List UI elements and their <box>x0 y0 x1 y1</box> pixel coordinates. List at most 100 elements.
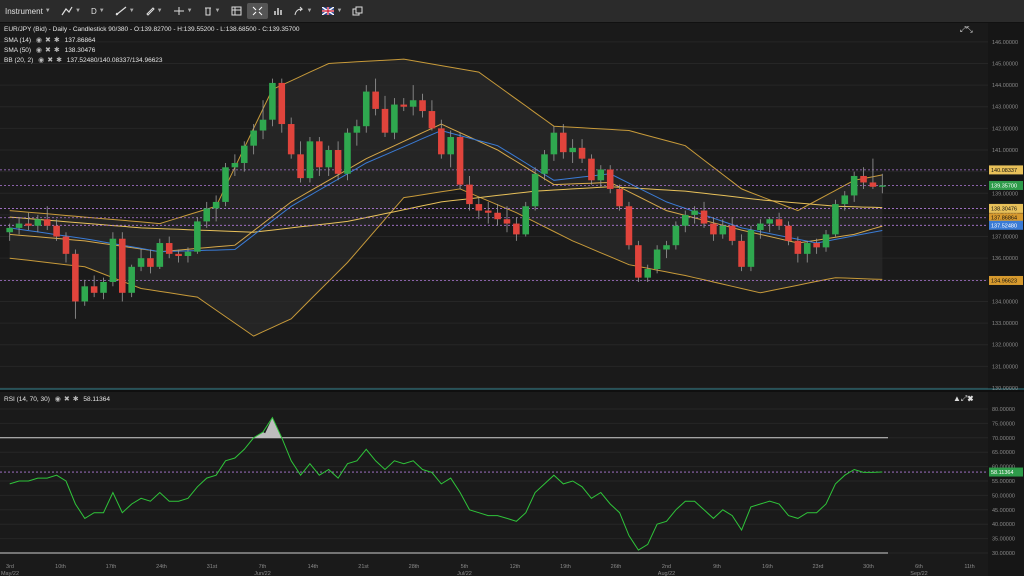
month-tick-label: May/22 <box>1 571 19 576</box>
close-icon[interactable]: ✖ <box>47 57 54 64</box>
candle-bearish <box>616 188 623 207</box>
date-tick-label: 28th <box>409 564 420 570</box>
layout-icon[interactable] <box>226 3 247 19</box>
candle-bullish <box>531 173 539 207</box>
bollinger-lower-line <box>9 188 883 337</box>
chart-canvas[interactable]: 146.00000 145.00000 144.00000 143.00000 142.… <box>0 23 1024 576</box>
date-tick-label: 30th <box>863 564 874 570</box>
candle-bullish <box>240 145 248 163</box>
candle-bullish <box>757 223 764 231</box>
settings-icon[interactable]: ✱ <box>72 396 79 403</box>
ohlc-readout: 90/380 - O:139.82700 - H:139.55200 - L:1… <box>108 26 300 33</box>
candle-bearish <box>175 253 182 257</box>
price-tick-label: 137.00000 <box>992 235 1018 241</box>
price-marker-label: 139.35700 <box>991 183 1017 189</box>
drawing-tools-icon[interactable]: ▼ <box>56 3 86 19</box>
rsi-tick-label: 65.00000 <box>992 450 1015 456</box>
price-marker <box>989 213 1023 223</box>
candle-bearish <box>625 206 633 246</box>
candle-bearish <box>513 223 520 235</box>
month-tick-label: Jul/22 <box>457 571 472 576</box>
rsi-marker-label: 58.11364 <box>991 470 1014 476</box>
sma50-legend: SMA (50) ◉ ✖ ✱ 138.30476 <box>4 47 96 54</box>
candle-bullish <box>803 243 811 254</box>
candle-bearish <box>147 258 154 267</box>
date-tick-label: 23rd <box>812 564 823 570</box>
candle-bullish <box>841 195 849 205</box>
popout-icon[interactable] <box>347 3 368 19</box>
crosshair-icon[interactable]: ▼ <box>168 3 198 19</box>
candle-bearish <box>494 212 501 220</box>
price-tick-label: 142.00000 <box>992 126 1018 132</box>
candle-bullish <box>719 225 727 235</box>
settings-icon[interactable]: ✱ <box>53 37 60 44</box>
eye-icon[interactable]: ◉ <box>35 37 43 44</box>
draw-line-icon[interactable]: ▼ <box>110 3 140 19</box>
rsi-tick-label: 45.00000 <box>992 508 1015 514</box>
close-icon[interactable]: ✖ <box>45 47 51 54</box>
candle-bearish <box>334 150 342 174</box>
candle-bearish <box>400 104 408 107</box>
chart-area[interactable]: 146.00000 145.00000 144.00000 143.00000 142.… <box>0 23 1024 576</box>
candle-bullish <box>522 206 530 235</box>
candle-bullish <box>541 154 548 174</box>
candle-bullish <box>691 210 698 215</box>
instrument-legend: EUR/JPY (Bid) - Daily - Candlestick 90/3… <box>4 26 299 33</box>
rsi-tick-label: 80.00000 <box>992 407 1015 413</box>
date-tick-label: 11th <box>964 564 974 570</box>
split-chart-icon[interactable] <box>246 3 268 19</box>
trash-icon[interactable]: ▼ <box>198 3 226 19</box>
date-tick-label: 14th <box>308 564 319 570</box>
pane-controls-icon[interactable]: ▲⤢✖ <box>953 394 974 403</box>
sma50-line <box>9 186 883 233</box>
date-tick-label: 24th <box>156 564 167 570</box>
instrument-selector[interactable]: Instrument ▼ <box>0 3 56 19</box>
flag-uk-icon[interactable]: ▼ <box>317 3 347 19</box>
rsi-tick-label: 70.00000 <box>992 436 1015 442</box>
pencil-icon[interactable]: ▼ <box>140 3 168 19</box>
date-tick-label: 19th <box>560 564 571 570</box>
toolbar: Instrument ▼ ▼ D ▼ ▼ ▼ ▼ ▼ ▼ ▼ <box>0 0 1024 23</box>
candle-bearish <box>165 243 173 254</box>
candle-bullish <box>137 258 145 267</box>
maximize-icon[interactable]: ⤢⤡ <box>960 25 973 34</box>
timeframe-label: D <box>90 6 97 16</box>
settings-icon[interactable]: ✱ <box>53 47 60 54</box>
share-icon[interactable]: ▼ <box>289 3 318 19</box>
candle-bearish <box>25 223 32 226</box>
candle-bearish <box>484 210 492 213</box>
eye-icon[interactable]: ◉ <box>54 396 61 403</box>
candle-bearish <box>119 238 126 293</box>
rsi-tick-label: 55.00000 <box>992 479 1015 485</box>
month-tick-label: Jun/22 <box>254 571 271 576</box>
eye-icon[interactable]: ◉ <box>38 57 45 64</box>
price-marker <box>989 180 1023 190</box>
close-icon[interactable]: ✖ <box>63 396 70 403</box>
candle-bullish <box>325 150 332 168</box>
settings-icon[interactable]: ✱ <box>56 57 62 64</box>
candle-bearish <box>588 158 595 181</box>
price-marker-label: 138.30476 <box>991 206 1017 212</box>
candle-bullish <box>663 245 670 250</box>
candle-bullish <box>447 137 454 155</box>
date-tick-label: 2nd <box>662 564 671 570</box>
eye-icon[interactable]: ◉ <box>35 47 43 54</box>
close-icon[interactable]: ✖ <box>45 37 51 44</box>
price-marker <box>989 165 1023 175</box>
price-tick-label: 141.00000 <box>992 148 1018 154</box>
candle-bullish <box>194 221 201 252</box>
bar-chart-icon[interactable] <box>268 3 289 19</box>
candle-bullish <box>156 243 164 267</box>
candle-bearish <box>578 147 586 159</box>
candle-bullish <box>81 286 89 302</box>
price-marker <box>989 275 1023 285</box>
candle-bearish <box>606 169 614 189</box>
price-marker-label: 137.52480 <box>991 223 1017 229</box>
rsi-tick-label: 30.00000 <box>992 551 1015 557</box>
candle-bearish <box>700 210 708 224</box>
price-tick-label: 132.00000 <box>992 343 1018 349</box>
candle-bearish <box>438 128 445 155</box>
candle-bearish <box>813 243 820 248</box>
candle-bearish <box>297 154 304 179</box>
timeframe-selector[interactable]: D ▼ <box>90 6 105 16</box>
